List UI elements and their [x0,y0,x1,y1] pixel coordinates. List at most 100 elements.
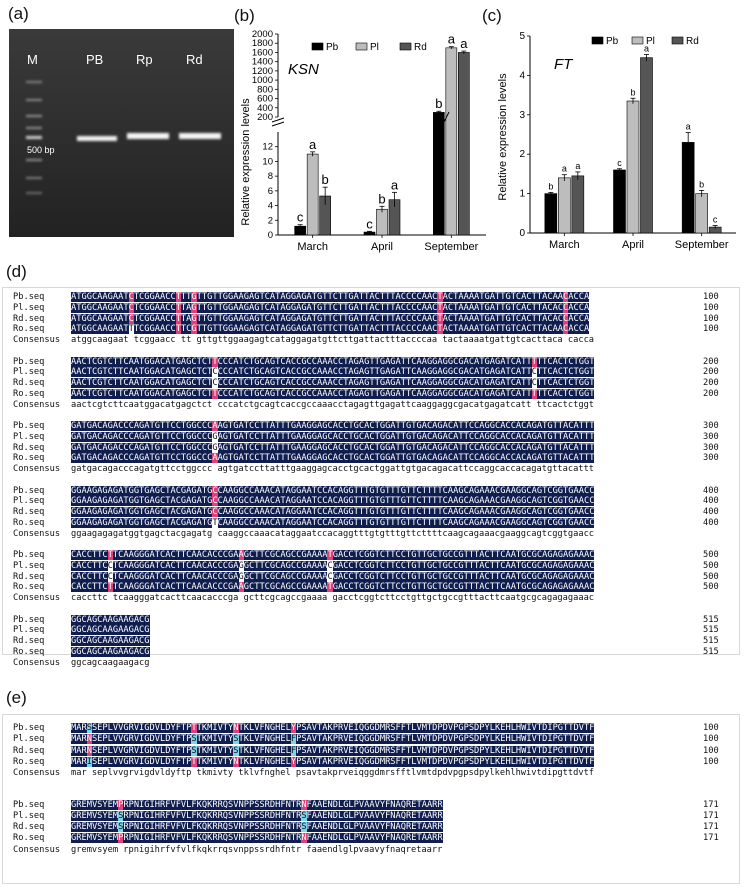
sequence-position-number: 300 [703,421,719,431]
sequence-position-number: 515 [703,625,719,636]
nt-alignment-row: Pb.seq GGAAGAGAGATGGTGAGCTACGAGATGCCAAGGC… [3,485,739,496]
sequence-text: GGCAGCAAGAAGACG [71,625,150,636]
sequence-name: Pl.seq [13,734,45,745]
sequence-text: GATGACAGACCCAGATGTTCCTGGCCCAAGTGATCCTTAT… [71,453,595,464]
sequence-position-number: 400 [703,517,719,528]
aa-alignment-row: Rd.seq GREMVSYEMSRPNIGIHRFVFVLFKQKRRQSVNP… [3,822,739,833]
aa-alignment-consensus-row: Consensus mar seplvvgrvigdvldyftp tkmivty… [3,768,739,778]
sequence-name: Rd.seq [13,636,45,647]
sequence-text: GGAAGAGAGATGGTGAGCTACGAGATGCCAAGGCCAAACA… [71,496,595,507]
chartft-xtick-label: April [622,239,644,251]
axis-break-mark [437,111,450,125]
panel-label-b: (b) [234,6,255,25]
sequence-name: Pl.seq [13,625,45,636]
chartksn-ytick-label: 600 [257,94,273,105]
significance-letter-pl-april: b [378,191,385,206]
aa-alignment-row: Rd.seq MARNSEPLVVGRVIGDVLDYFTPSTKMIVTYSTK… [3,745,739,756]
sequence-name: Pl.seq [13,367,45,378]
consensus-text: atggcaagaat tcggaacc tt gttgttggaagagtca… [71,335,595,346]
chartksn-ytick-label: 2 [268,215,273,226]
legend-label-rd: Rd [414,42,427,53]
chartksn-ytick-label: 2000 [252,29,273,40]
bar-rd-april [640,57,653,234]
aa-alignment-row: Pb.seq GREMVSYEMPRPNIGIHRFVFVLFKQKRRQSVNP… [3,799,739,810]
legend-label-pl: Pl [646,36,655,47]
bar-pl-march [558,177,571,234]
bar-pb-september [433,112,445,236]
consensus-text: gatgacagacccagatgttcctggccc agtgatccttat… [71,464,595,475]
legend-label-pl: Pl [370,42,379,53]
panel-label-e: (e) [6,688,27,707]
sequence-text: MARNSEPLVVGRVIGDVLDYFTPSTKMIVTYSTKLVFNGH… [71,745,595,756]
sequence-name: Rd.seq [13,507,45,518]
sequence-name: Rd.seq [13,313,45,324]
consensus-label: Consensus [13,528,61,539]
significance-letter-pl-september: a [448,32,456,47]
consensus-label: Consensus [13,657,61,668]
significance-letter-pb-september: b [435,96,442,111]
bar-pb-april [613,169,626,234]
chartksn-ylabel: Relative expression levels [240,98,252,226]
panel-label-c: (c) [482,6,502,25]
significance-letter-rd-april: a [644,44,649,54]
legend-swatch-pl [631,36,644,45]
gel-image: M PB Rp Rd 500 bp [9,29,234,237]
sequence-name: Ro.seq [13,646,45,657]
nt-alignment-row: Pl.seq GGCAGCAAGAAGACG 515 [3,625,739,636]
sequence-position-number: 100 [703,723,719,733]
sequence-position-number: 100 [703,313,719,324]
chartft-xtick-label: March [549,239,580,251]
bar-pl-april [376,208,388,236]
consensus-label: Consensus [13,593,61,604]
sequence-position-number: 200 [703,356,719,367]
sequence-name: Pl.seq [13,302,45,313]
consensus-label: Consensus [13,844,61,855]
nt-alignment-row: Rd.seq GGAAGAGAGATGGTGAGCTACGAGATGCCAAGGC… [3,507,739,518]
nt-alignment-row: Ro.seq GGAAGAGAGATGGTGAGCTACGAGATGTCAAGGC… [3,517,739,528]
axis-break-mark [271,117,285,127]
sequence-name: Ro.seq [13,388,45,399]
panel-label-a: (a) [8,4,29,23]
bar-rd-september [458,52,470,236]
sequence-position-number: 515 [703,636,719,647]
sequence-position-number: 500 [703,571,719,582]
nt-alignment-consensus-row: Consensus ggcagcaagaagacg [3,658,739,668]
significance-letter-rd-april: a [391,177,399,192]
sequence-position-number: 400 [703,496,719,507]
sequence-text: GREMVSYEMPRPNIGIHRFVFVLFKQKRRQSVNPPSSRDH… [71,799,443,810]
aa-alignment-row: Ro.seq MARISEPLVVGRVIGDVLDYFTPTTKMIVTYNTK… [3,756,739,767]
sequence-name: Pb.seq [13,614,45,625]
gel-lane-label-pb: PB [86,52,104,67]
nt-alignment-row: Pl.seq GATGACAGACCCAGATGTTCCTGGCCCGAGTGAT… [3,431,739,442]
sequence-position-number: 515 [703,646,719,657]
gel-lane-label-m: M [27,52,38,67]
sequence-text: GGAAGAGAGATGGTGAGCTACGAGATGTCAAGGCCAAACA… [71,517,595,528]
sequence-text: GGCAGCAAGAAGACG [71,636,150,647]
consensus-text: caccttc tcaagggatcacttcaacacccga gcttcgc… [71,593,595,604]
sequence-position-number: 100 [703,302,719,313]
significance-letter-pl-april: b [630,87,635,97]
nt-alignment-row: Ro.seq ATGGCAAGAATTTCGGAACCTTCGTTGTTGGAAG… [3,324,739,335]
sequence-text: ATGGCAAGAATCTCGGAACCTTTGTTGTTGGAAGAGTCAT… [71,292,590,302]
sequence-position-number: 200 [703,378,719,389]
sequence-position-number: 300 [703,431,719,442]
nt-alignment-consensus-row: Consensus aactcgtcttcaatggacatgagctct ccc… [3,400,739,410]
legend-swatch-pb [311,42,324,51]
chartksn-ytick-label: 4 [268,201,273,212]
significance-letter-rd-september: c [713,215,718,225]
significance-letter-pb-september: a [686,122,691,132]
aa-alignment-row: Pl.seq GREMVSYEMSRPNIGIHRFVFVLFKQKRRQSVNP… [3,810,739,821]
nt-alignment-row: Ro.seq CACCTTCTTCAAGGGATCACTTCAACACCCGAAG… [3,582,739,593]
significance-letter-rd-march: b [322,172,329,187]
consensus-text: aactcgtcttcaatggacatgagctct cccatctgcagt… [71,399,595,410]
sequence-text: MARISEPLVVGRVIGDVLDYFTPTTKMIVTYNTKLVFNGH… [71,756,595,767]
sequence-position-number: 400 [703,485,719,496]
aa-alignment-row: Pb.seq MARSSEPLVVGRVIGDVLDYFTPTTKMIVTYNTK… [3,723,739,733]
sequence-text: ATGGCAAGAATCTCGGAACCTTAGTTGTTGGAAGAGTCAT… [71,302,590,313]
sequence-position-number: 500 [703,582,719,593]
chartft-ytick-label: 0 [519,228,525,239]
nt-alignment-consensus-row: Consensus atggcaagaat tcggaacc tt gttgttg… [3,335,739,345]
sequence-position-number: 300 [703,442,719,453]
nt-alignment-row: Rd.seq CACCTTCCTCAAGGGATCACTTCAACACCCGAGG… [3,571,739,582]
significance-letter-pb-march: b [548,181,553,191]
